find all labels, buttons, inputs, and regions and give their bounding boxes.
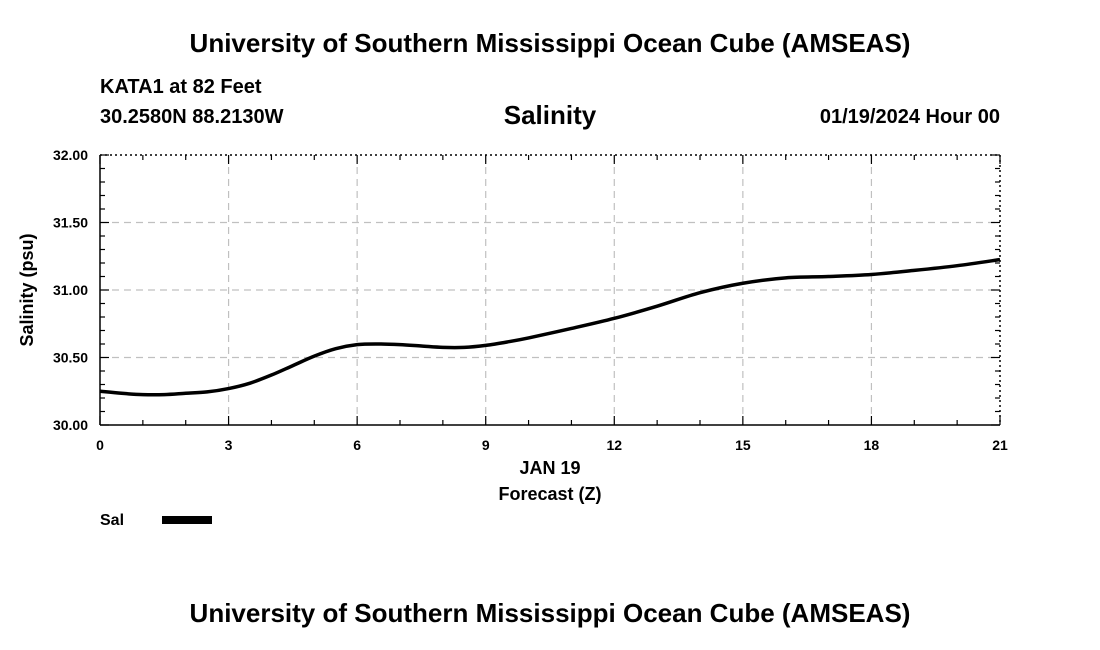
y-tick-label: 30.50 [53, 350, 88, 366]
legend-swatch-sal [162, 516, 212, 524]
legend-label-sal: Sal [100, 512, 124, 529]
series-group [99, 257, 1001, 397]
x-axis-ticks: 0 3 6 9 12 15 18 21 [96, 155, 1008, 453]
y-tick-label: 32.00 [53, 147, 88, 163]
grid-lines [100, 155, 1000, 425]
series-line-sal [99, 257, 1001, 397]
x-axis-title: Forecast (Z) [498, 484, 601, 504]
legend: Sal [100, 512, 212, 529]
x-tick-label: 0 [96, 437, 104, 453]
x-tick-label: 15 [735, 437, 751, 453]
y-tick-label: 30.00 [53, 417, 88, 433]
station-label: KATA1 at 82 Feet [100, 76, 262, 98]
x-tick-label: 12 [606, 437, 622, 453]
x-tick-label: 21 [992, 437, 1008, 453]
x-tick-label: 9 [482, 437, 490, 453]
chart-title: Salinity [503, 100, 597, 130]
y-tick-label: 31.50 [53, 215, 88, 231]
station-coordinates: 30.2580N 88.2130W [100, 106, 284, 128]
header-title: University of Southern Mississippi Ocean… [189, 28, 911, 58]
x-tick-label: 18 [864, 437, 880, 453]
y-tick-label: 31.00 [53, 282, 88, 298]
forecast-datetime: 01/19/2024 Hour 00 [819, 106, 1000, 128]
x-date-label: JAN 19 [519, 458, 580, 478]
x-tick-label: 3 [225, 437, 233, 453]
footer-title: University of Southern Mississippi Ocean… [189, 598, 911, 628]
y-axis-ticks: 30.00 30.50 31.00 31.50 32.00 [53, 147, 1000, 433]
x-tick-label: 6 [353, 437, 361, 453]
y-axis-title: Salinity (psu) [17, 233, 37, 346]
